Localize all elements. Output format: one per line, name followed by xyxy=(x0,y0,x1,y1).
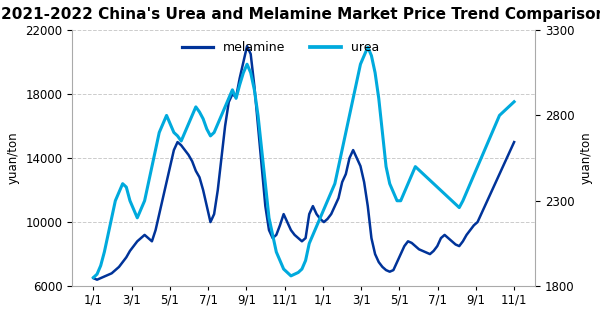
Title: 2021-2022 China's Urea and Melamine Market Price Trend Comparison: 2021-2022 China's Urea and Melamine Mark… xyxy=(1,7,600,22)
melamine xyxy=(448,239,455,243)
melamine xyxy=(379,265,386,269)
melamine xyxy=(94,278,101,282)
melamine xyxy=(485,196,492,200)
Y-axis label: yuan/ton: yuan/ton xyxy=(580,132,593,184)
urea xyxy=(445,195,452,199)
urea xyxy=(90,276,97,280)
Line: urea: urea xyxy=(94,47,514,278)
urea xyxy=(481,148,488,151)
Line: melamine: melamine xyxy=(94,46,514,280)
melamine xyxy=(437,236,445,240)
urea xyxy=(375,96,382,100)
urea xyxy=(511,100,518,104)
melamine xyxy=(90,276,97,280)
urea xyxy=(364,45,371,49)
urea xyxy=(346,114,353,117)
urea xyxy=(232,96,239,100)
Y-axis label: yuan/ton: yuan/ton xyxy=(7,132,20,184)
urea xyxy=(434,185,441,189)
Legend: melamine, urea: melamine, urea xyxy=(176,36,385,59)
melamine xyxy=(236,76,244,80)
melamine xyxy=(244,44,251,48)
melamine xyxy=(511,140,518,144)
melamine xyxy=(353,156,361,160)
